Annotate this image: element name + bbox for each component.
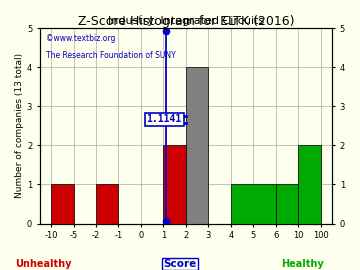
- Text: ©www.textbiz.org: ©www.textbiz.org: [46, 34, 115, 43]
- Bar: [298, 145, 321, 224]
- Bar: [276, 184, 298, 224]
- Bar: [186, 67, 208, 224]
- Bar: [231, 184, 276, 224]
- Text: Industry: Integrated Circuits: Industry: Integrated Circuits: [108, 16, 264, 26]
- Bar: [96, 184, 118, 224]
- Text: The Research Foundation of SUNY: The Research Foundation of SUNY: [46, 52, 175, 60]
- Text: Score: Score: [163, 259, 197, 269]
- Text: 1.1141: 1.1141: [147, 114, 182, 124]
- Text: Unhealthy: Unhealthy: [15, 259, 71, 269]
- Text: Healthy: Healthy: [281, 259, 324, 269]
- Y-axis label: Number of companies (13 total): Number of companies (13 total): [15, 53, 24, 198]
- Bar: [163, 145, 186, 224]
- Bar: [51, 184, 73, 224]
- Title: Z-Score Histogram for ELTK (2016): Z-Score Histogram for ELTK (2016): [78, 15, 294, 28]
